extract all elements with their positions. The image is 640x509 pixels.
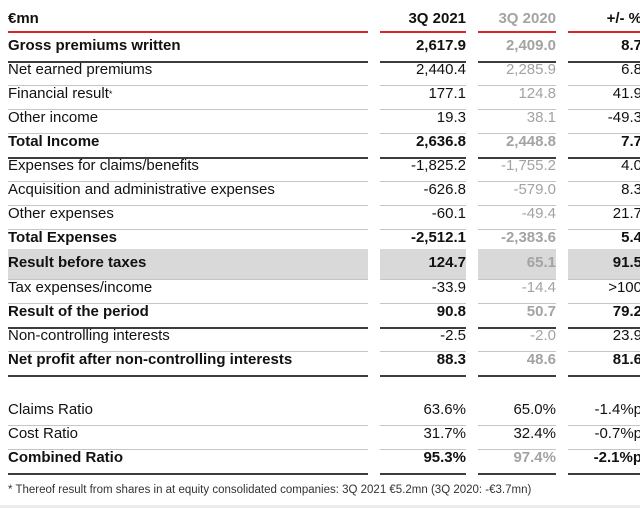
value-change: 79.2	[568, 299, 640, 329]
value-change: 41.9	[568, 81, 640, 110]
value-3q2020: 2,448.8	[478, 129, 556, 159]
value-3q2020: 50.7	[478, 299, 556, 329]
value-3q2021: -626.8	[380, 177, 466, 206]
value-change: 21.7	[568, 201, 640, 230]
row-label: Net earned premiums	[8, 57, 368, 86]
value-3q2021: -2.5	[380, 323, 466, 352]
value-change: 7.7	[568, 129, 640, 159]
footnote: * Thereof result from shares in at equit…	[8, 484, 532, 496]
row-label: Gross premiums written	[8, 33, 368, 63]
value-change: 81.6	[568, 347, 640, 377]
value-3q2020: 2,409.0	[478, 33, 556, 63]
value-3q2020: 65.0%	[478, 397, 556, 426]
value-3q2020: 124.8	[478, 81, 556, 110]
value-3q2021: 177.1	[380, 81, 466, 110]
value-change: 23.9	[568, 323, 640, 352]
value-3q2021: 63.6%	[380, 397, 466, 426]
table-row: Financial result * 177.1 124.8 41.9	[8, 81, 640, 110]
value-3q2021: 95.3%	[380, 445, 466, 475]
row-label: Expenses for claims/benefits	[8, 153, 368, 182]
table-row: Net profit after non-controlling interes…	[8, 347, 640, 377]
bottom-divider	[0, 505, 640, 508]
value-3q2021: 2,617.9	[380, 33, 466, 63]
row-label: Acquisition and administrative expenses	[8, 177, 368, 206]
table-row: Total Expenses -2,512.1 -2,383.6 5.4	[8, 225, 640, 255]
table-row: Claims Ratio 63.6% 65.0% -1.4%p	[8, 397, 640, 426]
value-3q2020: 32.4%	[478, 421, 556, 450]
row-label: Cost Ratio	[8, 421, 368, 450]
table-header: €mn 3Q 2021 3Q 2020 +/- %	[8, 5, 640, 33]
table-row: Expenses for claims/benefits -1,825.2 -1,7…	[8, 153, 640, 182]
value-change: -0.7%p	[568, 421, 640, 450]
row-label: Financial result *	[8, 81, 368, 110]
table-row: Result before taxes 124.7 65.1 91.5	[8, 249, 640, 280]
value-change: 8.3	[568, 177, 640, 206]
value-3q2020: 2,285.9	[478, 57, 556, 86]
value-3q2021: 124.7	[380, 249, 466, 280]
value-3q2020: -1,755.2	[478, 153, 556, 182]
row-label: Combined Ratio	[8, 445, 368, 475]
row-label: Non-controlling interests	[8, 323, 368, 352]
table-row: Non-controlling interests -2.5 -2.0 23.9	[8, 323, 640, 352]
row-label: Total Income	[8, 129, 368, 159]
value-3q2020: 97.4%	[478, 445, 556, 475]
row-label: Other expenses	[8, 201, 368, 230]
header-col-3q2020: 3Q 2020	[478, 5, 556, 33]
value-3q2021: 2,440.4	[380, 57, 466, 86]
value-change: -49.3	[568, 105, 640, 134]
value-change: 6.8	[568, 57, 640, 86]
header-col-change: +/- %	[568, 5, 640, 33]
value-3q2021: -33.9	[380, 275, 466, 304]
value-3q2021: 2,636.8	[380, 129, 466, 159]
table-row: Other income 19.3 38.1 -49.3	[8, 105, 640, 134]
value-3q2020: 48.6	[478, 347, 556, 377]
value-3q2021: 90.8	[380, 299, 466, 329]
value-change: -1.4%p	[568, 397, 640, 426]
value-3q2020: 38.1	[478, 105, 556, 134]
table-row: Tax expenses/income -33.9 -14.4 >100	[8, 275, 640, 304]
row-label: Net profit after non-controlling interes…	[8, 347, 368, 377]
table-row: Net earned premiums 2,440.4 2,285.9 6.8	[8, 57, 640, 86]
table-row: Combined Ratio 95.3% 97.4% -2.1%p	[8, 445, 640, 475]
row-label: Tax expenses/income	[8, 275, 368, 304]
table-row: Cost Ratio 31.7% 32.4% -0.7%p	[8, 421, 640, 450]
row-label: Result before taxes	[8, 249, 368, 280]
header-col-3q2021: 3Q 2021	[380, 5, 466, 33]
value-3q2021: 19.3	[380, 105, 466, 134]
value-change: -2.1%p	[568, 445, 640, 475]
value-3q2020: -49.4	[478, 201, 556, 230]
row-label: Other income	[8, 105, 368, 134]
value-3q2021: -1,825.2	[380, 153, 466, 182]
value-3q2020: -2.0	[478, 323, 556, 352]
value-change: 4.0	[568, 153, 640, 182]
income-statement-rows: Gross premiums written 2,617.9 2,409.0 8.7 N…	[8, 33, 640, 377]
value-change: 91.5	[568, 249, 640, 280]
value-3q2021: 88.3	[380, 347, 466, 377]
value-3q2020: -14.4	[478, 275, 556, 304]
value-3q2021: -60.1	[380, 201, 466, 230]
value-change: >100	[568, 275, 640, 304]
value-3q2021: 31.7%	[380, 421, 466, 450]
row-label: Result of the period	[8, 299, 368, 329]
value-3q2020: -579.0	[478, 177, 556, 206]
table-row: Other expenses -60.1 -49.4 21.7	[8, 201, 640, 230]
ratio-rows: Claims Ratio 63.6% 65.0% -1.4%p Cost Ratio 31…	[8, 397, 640, 475]
table-row: Result of the period 90.8 50.7 79.2	[8, 299, 640, 329]
table-row: Total Income 2,636.8 2,448.8 7.7	[8, 129, 640, 159]
table-row: Gross premiums written 2,617.9 2,409.0 8.7	[8, 33, 640, 63]
value-3q2020: 65.1	[478, 249, 556, 280]
value-change: 8.7	[568, 33, 640, 63]
header-unit-label: €mn	[8, 5, 368, 33]
table-row: Acquisition and administrative expenses -…	[8, 177, 640, 206]
row-label: Claims Ratio	[8, 397, 368, 426]
